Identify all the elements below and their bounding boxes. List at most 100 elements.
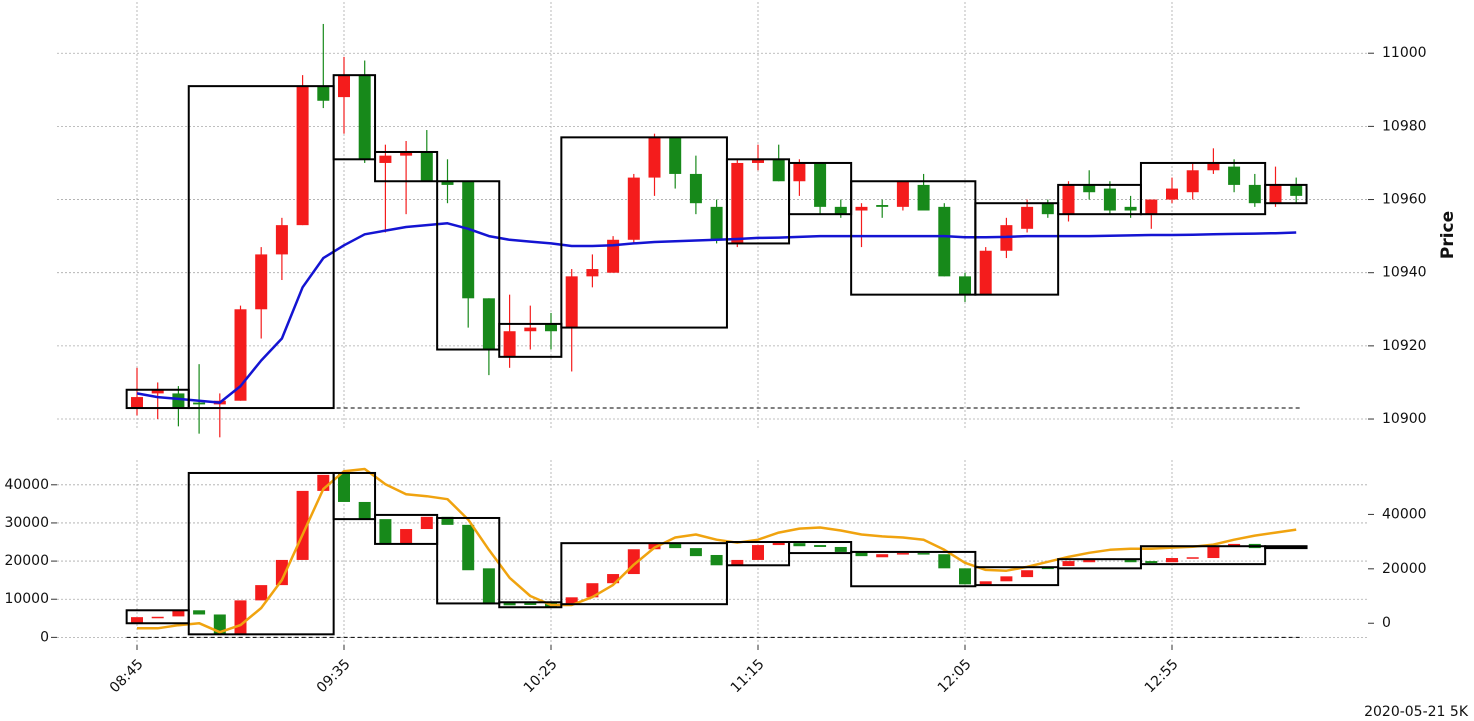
candle-body xyxy=(482,298,495,350)
y-tick-label: 20000 xyxy=(4,553,49,569)
candle-body xyxy=(234,309,247,401)
candle-body xyxy=(793,162,806,182)
candle-body xyxy=(979,581,992,585)
candle-body xyxy=(1166,188,1178,200)
candle-body xyxy=(565,276,578,328)
candle-body xyxy=(1290,184,1303,196)
candle-body xyxy=(959,568,971,585)
candle-body xyxy=(379,155,392,163)
candle-body xyxy=(648,543,661,550)
moving-average-line xyxy=(137,467,1297,634)
candle-body xyxy=(772,159,785,182)
candle-body xyxy=(1248,184,1261,204)
candle-body xyxy=(1166,558,1178,563)
candle-body xyxy=(607,239,620,273)
y2-tick-label: 0 xyxy=(1382,615,1391,631)
candle-body xyxy=(1124,559,1137,563)
candle-body xyxy=(503,331,516,357)
y-tick-label: 40000 xyxy=(4,477,49,493)
y-tick-label: 10000 xyxy=(4,591,49,607)
y2-tick-label: 20000 xyxy=(1382,561,1427,577)
candle-body xyxy=(1269,184,1282,204)
candle-body xyxy=(131,397,143,409)
range-box xyxy=(498,322,563,358)
candle-body xyxy=(896,553,909,555)
candle-body xyxy=(193,402,206,405)
candle-body xyxy=(358,501,371,520)
candle-body xyxy=(1228,166,1241,185)
candle-body xyxy=(1062,184,1075,215)
candle-body xyxy=(814,545,827,547)
candle-body xyxy=(234,600,247,634)
range-box xyxy=(436,180,501,351)
candle-body xyxy=(379,519,392,544)
range-box xyxy=(374,150,439,183)
candle-body xyxy=(1021,206,1034,229)
candle-body xyxy=(482,568,495,605)
candle-body xyxy=(1186,170,1199,193)
range-box xyxy=(1264,545,1308,550)
candle-body xyxy=(296,86,309,226)
candle-body xyxy=(420,516,433,530)
range-box xyxy=(187,471,335,636)
candle-body xyxy=(648,137,661,178)
candle-body xyxy=(213,614,226,634)
moving-average-line xyxy=(136,222,1297,404)
candle-body xyxy=(338,75,350,98)
candle-body xyxy=(876,205,889,207)
candle-body xyxy=(358,75,371,160)
candle-body xyxy=(834,546,847,552)
candle-body xyxy=(255,254,268,310)
candle-body xyxy=(172,610,185,617)
y-axis-label: Price xyxy=(1438,211,1458,259)
candle-body xyxy=(275,559,288,586)
candle-body xyxy=(400,151,413,156)
candle-body xyxy=(669,137,682,174)
candle-body xyxy=(1207,546,1220,559)
candle-body xyxy=(441,516,454,525)
candle-body xyxy=(855,206,868,211)
annotation: 2020-05-21 5K xyxy=(1364,704,1469,720)
candle-body xyxy=(255,585,268,601)
candle-body xyxy=(441,181,454,185)
candle-body xyxy=(503,602,516,606)
candle-body xyxy=(1083,559,1096,563)
candle-body xyxy=(172,393,185,409)
candle-body xyxy=(400,529,413,544)
candle-body xyxy=(938,206,951,277)
candle-body xyxy=(669,543,682,549)
candle-body xyxy=(338,472,350,502)
range-box xyxy=(788,541,853,555)
candle-body xyxy=(317,86,330,101)
candle-body xyxy=(151,389,164,394)
candle-body xyxy=(1021,570,1034,578)
y-tick-label: 10920 xyxy=(1382,338,1427,354)
candle-body xyxy=(689,173,702,204)
range-box xyxy=(332,74,377,161)
range-box xyxy=(560,542,728,606)
candle-body xyxy=(524,327,537,332)
candle-body xyxy=(896,181,909,207)
candle-body xyxy=(524,603,537,605)
range-box xyxy=(1139,545,1267,566)
candle-body xyxy=(979,250,992,295)
candle-body xyxy=(917,553,930,555)
y-tick-label: 10980 xyxy=(1382,118,1427,134)
candle-body xyxy=(586,583,599,598)
candle-body xyxy=(1083,184,1096,193)
range-box xyxy=(436,516,501,605)
candle-body xyxy=(793,543,806,547)
candle-body xyxy=(1145,199,1158,215)
candle-body xyxy=(1207,162,1220,171)
candle-body xyxy=(959,276,971,295)
range-box xyxy=(974,566,1060,587)
candle-body xyxy=(586,269,599,277)
candle-body xyxy=(1186,557,1199,559)
y-tick-label: 10940 xyxy=(1382,265,1427,281)
y2-tick-label: 40000 xyxy=(1382,506,1427,522)
candle-body xyxy=(462,181,475,299)
candle-body xyxy=(1124,206,1137,211)
candle-body xyxy=(752,159,764,163)
candle-body xyxy=(275,225,288,255)
